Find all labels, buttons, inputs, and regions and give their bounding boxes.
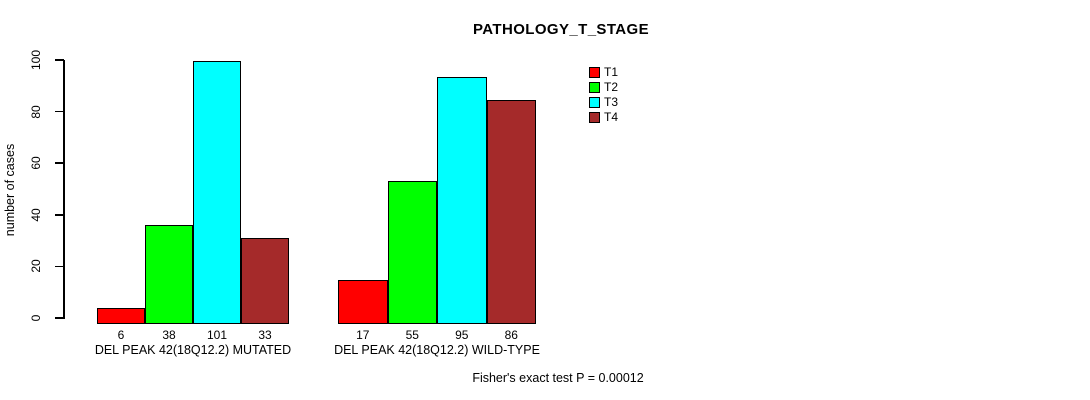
bar-T4-group1 [241,238,289,324]
legend-swatch-T3 [589,97,600,108]
y-axis-line [63,60,65,319]
y-tick-label-40: 40 [29,208,43,222]
legend-item-T4: T4 [589,110,619,124]
bar-value-label-T2-group1: 38 [162,328,176,342]
y-tick-mark-80 [55,110,64,113]
y-tick-mark-100 [55,59,64,61]
legend-item-T2: T2 [589,80,619,94]
y-axis-label: number of cases [3,143,17,237]
y-tick-mark-20 [55,265,64,268]
legend-label-T2: T2 [604,80,619,94]
bar-value-label-T4-group2: 86 [504,328,518,342]
y-tick-label-60: 60 [29,156,43,170]
bar-T1-group1 [97,308,145,324]
fisher-test-annotation: Fisher's exact test P = 0.00012 [472,371,644,385]
bar-T2-group1 [145,225,193,324]
bar-T3-group1 [193,61,241,324]
y-tick-label-80: 80 [29,104,43,119]
legend-swatch-T1 [589,67,600,78]
y-tick-mark-60 [55,162,64,164]
legend-label-T1: T1 [604,65,619,79]
bar-value-label-T1-group1: 6 [117,328,125,342]
legend-label-T3: T3 [604,95,619,109]
legend-label-T4: T4 [604,110,619,124]
chart-title: PATHOLOGY_T_STAGE [473,21,649,38]
bar-value-label-T2-group2: 55 [405,328,419,342]
x-category-label-1: DEL PEAK 42(18Q12.2) MUTATED [94,343,292,357]
y-tick-label-100: 100 [29,49,43,71]
x-category-label-2: DEL PEAK 42(18Q12.2) WILD-TYPE [334,343,540,357]
legend-item-T1: T1 [589,65,619,79]
bar-T2-group2 [387,181,437,324]
legend-item-T3: T3 [589,95,619,109]
legend-swatch-T2 [589,82,600,93]
legend-swatch-T4 [589,112,600,123]
bar-T1-group2 [338,280,388,324]
bar-value-label-T3-group2: 95 [455,328,469,342]
bar-T4-group2 [486,100,536,324]
bar-value-label-T1-group2: 17 [356,328,370,342]
y-tick-mark-0 [55,317,64,319]
y-tick-mark-40 [55,214,64,216]
y-tick-label-0: 0 [29,314,43,322]
bar-T3-group2 [437,77,487,324]
y-tick-label-20: 20 [29,259,43,274]
bar-value-label-T3-group1: 101 [206,328,228,342]
bar-value-label-T4-group1: 33 [258,328,272,342]
